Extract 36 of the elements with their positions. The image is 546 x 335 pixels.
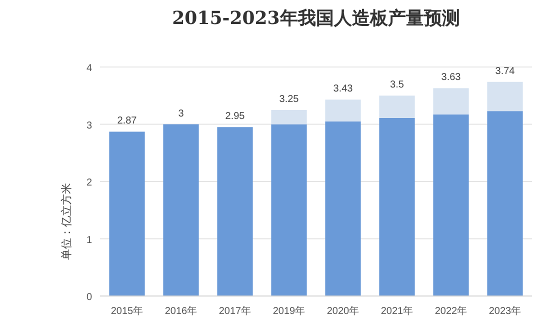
y-tick-label: 3 — [86, 120, 92, 132]
y-tick-label: 4 — [86, 63, 92, 74]
bar — [487, 82, 523, 112]
y-tick-label: 2 — [86, 178, 92, 188]
chart-title: 2015-2023年我国人造板产量预测 — [172, 8, 460, 29]
bar — [433, 114, 469, 296]
y-tick-label: 0 — [86, 292, 92, 303]
x-tick-label: 2016年 — [164, 305, 198, 317]
total-label: 3.5 — [390, 80, 404, 91]
bar — [109, 132, 145, 296]
bar — [379, 118, 415, 296]
total-label: 3.74 — [495, 66, 516, 77]
x-tick-label: 2015年 — [110, 305, 144, 317]
total-label: 3 — [178, 108, 184, 120]
bar — [433, 88, 469, 115]
bar — [217, 127, 253, 296]
x-tick-label: 2021年 — [380, 305, 414, 317]
bar — [325, 121, 361, 296]
total-label: 3.25 — [279, 94, 300, 105]
x-tick-label: 2022年 — [434, 305, 468, 317]
bar — [325, 100, 361, 122]
y-axis-title: 单位：亿立方米 — [60, 183, 73, 260]
bar — [271, 124, 307, 296]
bar — [379, 96, 415, 118]
x-tick-label: 2020年 — [326, 305, 360, 317]
bar — [487, 111, 523, 296]
x-tick-label: 2023年 — [488, 305, 522, 317]
bar — [271, 110, 307, 124]
total-label: 2.95 — [225, 111, 246, 122]
total-label: 3.63 — [441, 72, 462, 84]
x-tick-label: 2019年 — [272, 305, 306, 317]
bar — [163, 124, 199, 296]
total-label: 3.43 — [333, 84, 354, 95]
y-tick-label: 1 — [86, 234, 92, 246]
total-label: 2.87 — [117, 116, 138, 127]
x-tick-label: 2017年 — [218, 305, 252, 317]
